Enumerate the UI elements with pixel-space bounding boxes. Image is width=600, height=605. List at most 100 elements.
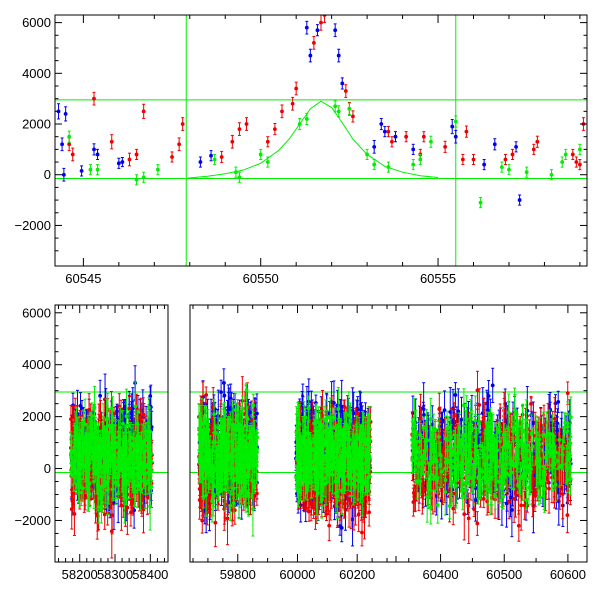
data-point	[571, 149, 575, 159]
point-marker	[308, 54, 312, 58]
data-point	[142, 172, 146, 182]
point-marker	[96, 153, 100, 157]
point-marker	[101, 491, 105, 495]
data-point	[504, 154, 508, 164]
data-point	[365, 149, 369, 159]
point-marker	[110, 529, 114, 533]
point-marker	[181, 122, 185, 126]
point-marker	[98, 394, 102, 398]
plot-area-left	[55, 366, 168, 558]
x-tick-label: 60555	[420, 271, 456, 286]
point-marker	[170, 155, 174, 159]
point-marker	[99, 496, 103, 500]
data-point	[333, 24, 337, 37]
data-point	[525, 167, 529, 177]
point-marker	[140, 446, 144, 450]
data-point	[89, 165, 93, 175]
data-point	[259, 149, 263, 159]
data-point	[319, 15, 323, 30]
point-marker	[220, 155, 224, 159]
data-point	[135, 175, 139, 185]
plot-frame	[55, 15, 587, 266]
data-point	[170, 152, 174, 162]
point-marker	[344, 89, 348, 93]
data-point	[344, 85, 348, 98]
point-marker	[500, 165, 504, 169]
point-marker	[372, 163, 376, 167]
data-point	[67, 131, 71, 142]
x-tick-label: 60550	[243, 271, 279, 286]
data-point	[578, 160, 582, 170]
data-point	[96, 149, 100, 159]
data-point	[578, 144, 582, 154]
data-point	[60, 138, 64, 151]
point-marker	[564, 153, 568, 157]
data-point	[574, 157, 578, 167]
point-marker	[82, 420, 86, 424]
point-marker	[337, 54, 341, 58]
point-marker	[142, 175, 146, 179]
point-marker	[79, 491, 83, 495]
point-marker	[291, 102, 295, 106]
data-point	[386, 127, 390, 137]
point-marker	[142, 472, 146, 476]
point-marker	[69, 452, 73, 456]
data-point	[316, 25, 320, 36]
point-marker	[514, 145, 518, 149]
data-point	[511, 149, 515, 159]
point-marker	[110, 140, 114, 144]
data-point	[429, 136, 433, 147]
y-tick-label: −2000	[14, 218, 51, 233]
data-point	[454, 116, 458, 127]
point-marker	[450, 125, 454, 129]
point-marker	[67, 142, 71, 146]
point-marker	[156, 168, 160, 172]
data-point	[230, 135, 234, 148]
point-marker	[83, 465, 87, 469]
point-marker	[550, 173, 554, 177]
point-marker	[73, 460, 77, 464]
data-point	[379, 118, 383, 129]
point-marker	[234, 170, 238, 174]
point-marker	[97, 429, 101, 433]
point-marker	[149, 452, 153, 456]
data-point	[390, 137, 394, 147]
point-marker	[333, 28, 337, 32]
point-marker	[120, 160, 124, 164]
point-marker	[578, 147, 582, 151]
data-point	[96, 165, 100, 175]
point-marker	[238, 127, 242, 131]
point-marker	[280, 109, 284, 113]
data-point	[92, 144, 96, 155]
data-point	[110, 135, 114, 149]
data-point	[411, 144, 415, 154]
point-marker	[89, 168, 93, 172]
point-marker	[390, 140, 394, 144]
point-marker	[80, 169, 84, 173]
point-marker	[411, 147, 415, 151]
data-point	[71, 148, 75, 161]
point-marker	[135, 178, 139, 182]
data-point	[234, 167, 238, 177]
point-marker	[148, 486, 152, 490]
series-red	[67, 7, 585, 169]
y-tick-label: 0	[44, 167, 51, 182]
point-marker	[504, 158, 508, 162]
point-marker	[422, 135, 426, 139]
point-marker	[525, 170, 529, 174]
data-point	[443, 141, 447, 152]
data-point	[479, 198, 483, 208]
point-marker	[386, 130, 390, 134]
data-point	[514, 142, 518, 152]
point-marker	[147, 406, 151, 410]
data-point	[238, 172, 242, 182]
point-marker	[365, 153, 369, 157]
y-tick-label: 4000	[22, 66, 51, 81]
point-marker	[429, 140, 433, 144]
point-marker	[383, 130, 387, 134]
point-marker	[372, 145, 376, 149]
x-tick-label: 60545	[65, 271, 101, 286]
point-marker	[245, 122, 249, 126]
data-point	[273, 124, 277, 135]
data-point	[337, 49, 341, 62]
